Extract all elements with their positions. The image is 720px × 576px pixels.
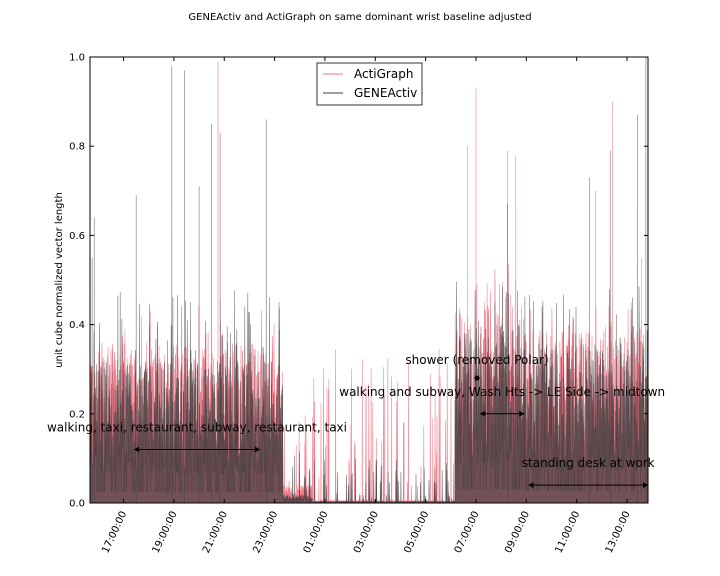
annotation-arrowhead	[643, 482, 648, 489]
x-tick-label: 03:00:00	[352, 510, 381, 555]
x-tick-label: 23:00:00	[251, 510, 280, 555]
y-tick-label: 0.0	[69, 499, 85, 510]
annotation-label: shower (removed Polar)	[405, 353, 548, 367]
y-tick-label: 0.2	[69, 409, 85, 420]
annotation-arrowhead	[254, 446, 260, 453]
chart-title: GENEActiv and ActiGraph on same dominant…	[188, 12, 531, 23]
x-tick-label: 17:00:00	[100, 510, 129, 555]
annotation-label: walking and subway, Wash Hts -> LE Side …	[339, 385, 665, 399]
x-tick-label: 01:00:00	[302, 510, 331, 555]
annotation-arrowhead	[475, 375, 481, 382]
annotation-arrowhead	[519, 410, 525, 417]
annotation-label: walking, taxi, restaurant, subway, resta…	[47, 420, 347, 434]
legend-label-geneactiv: GENEActiv	[354, 86, 417, 100]
x-tick-label: 05:00:00	[402, 510, 431, 555]
plot-frame	[89, 56, 649, 504]
x-tick-label: 19:00:00	[151, 510, 180, 555]
annotation-arrowhead	[528, 482, 534, 489]
x-tick-label: 13:00:00	[604, 510, 633, 555]
y-tick-label: 1.0	[69, 53, 85, 64]
legend: ActiGraph GENEActiv	[316, 62, 423, 106]
annotation-label: standing desk at work	[522, 456, 655, 470]
legend-label-actigraph: ActiGraph	[354, 67, 413, 81]
x-tick-label: 09:00:00	[503, 510, 532, 555]
annotation-arrowhead	[134, 446, 140, 453]
annotation-arrowhead	[480, 410, 486, 417]
y-tick-label: 0.6	[69, 231, 85, 242]
x-tick-label: 11:00:00	[553, 510, 582, 555]
y-tick-label: 0.8	[69, 142, 85, 153]
x-tick-label: 07:00:00	[453, 510, 482, 555]
series-geneactiv	[90, 57, 648, 503]
x-tick-label: 21:00:00	[201, 510, 230, 555]
y-axis-label: unit cube normalized vector length	[54, 192, 65, 368]
y-tick-label: 0.4	[69, 320, 85, 331]
legend-box	[316, 62, 423, 106]
